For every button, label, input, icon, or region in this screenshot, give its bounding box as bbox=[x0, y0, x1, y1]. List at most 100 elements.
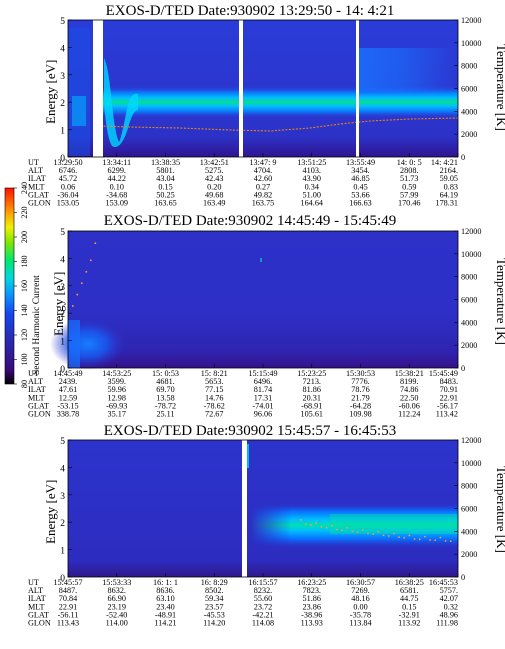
orbit-cell: -52.40 bbox=[106, 610, 127, 619]
orbit-cell: 153.05 bbox=[57, 199, 80, 208]
right-axis-tick-label: 12000 bbox=[461, 436, 481, 445]
orbit-cell: 53.66 bbox=[351, 190, 369, 199]
orbit-cell: -35.78 bbox=[350, 610, 371, 619]
panel-2-ylabel-right: Temperature [K] bbox=[494, 258, 505, 345]
panel-2-axes: 0 1 2 3 4 5 0 2000 4000 6000 8000 10000 12000 bbox=[60, 227, 481, 375]
left-axis-tick-label: 5 bbox=[60, 17, 65, 27]
orbit-cell: 0.00 bbox=[353, 602, 367, 611]
orbit-cell: 8632. bbox=[108, 586, 126, 595]
orbit-cell: 14:53:25 bbox=[102, 369, 131, 378]
temperature-dot bbox=[356, 531, 359, 533]
left-axis-tick-label: 0 bbox=[60, 365, 65, 375]
temperature-dot bbox=[85, 270, 88, 273]
orbit-cell: 5757. bbox=[440, 586, 458, 595]
orbit-cell: 15:23:25 bbox=[297, 369, 326, 378]
colorbar-tick-label: 200 bbox=[20, 231, 29, 243]
orbit-row-label: ILAT bbox=[28, 174, 46, 183]
orbit-cell: 49.82 bbox=[254, 190, 272, 199]
colorbar-tick-label: 80 bbox=[20, 380, 29, 388]
temperature-dot bbox=[450, 540, 452, 542]
panel-3-band-core bbox=[330, 514, 458, 534]
orbit-cell: 114.00 bbox=[106, 619, 128, 628]
panel-2-ylabel: Energy [eV] bbox=[51, 272, 66, 336]
orbit-cell: 4681. bbox=[156, 377, 174, 386]
left-axis-tick-label: 1 bbox=[60, 547, 65, 557]
left-axis-tick-label: 2 bbox=[60, 519, 65, 529]
orbit-cell: 96.06 bbox=[254, 410, 272, 419]
orbit-cell: 15:15:49 bbox=[248, 369, 277, 378]
orbit-cell: 163.75 bbox=[252, 199, 275, 208]
panel-1-ylabel-right: Temperature [K] bbox=[494, 44, 505, 131]
orbit-row-label: GLON bbox=[28, 619, 51, 628]
orbit-cell: 15: 8:21 bbox=[201, 369, 228, 378]
right-axis-tick-label: 4000 bbox=[461, 318, 477, 327]
orbit-cell: 12.59 bbox=[59, 393, 77, 402]
orbit-cell: 13:38:35 bbox=[151, 158, 180, 167]
orbit-cell: 0.34 bbox=[305, 182, 319, 191]
orbit-cell: 59.05 bbox=[440, 174, 458, 183]
orbit-cell: 114.08 bbox=[252, 619, 274, 628]
orbit-row-label: ALT bbox=[28, 377, 43, 386]
panel-1-axes: 0 1 2 3 4 5 0 2000 4000 6000 8000 10000 12000 bbox=[60, 16, 481, 164]
orbit-cell: 64.19 bbox=[440, 190, 458, 199]
orbit-cell: 113.93 bbox=[301, 619, 323, 628]
panel-1-upper-tail bbox=[358, 48, 458, 93]
orbit-cell: -56.11 bbox=[58, 610, 79, 619]
orbit-cell: 14: 4:21 bbox=[431, 158, 458, 167]
orbit-row-label: MLT bbox=[28, 393, 45, 402]
temperature-dot bbox=[336, 528, 338, 531]
orbit-cell: 12.98 bbox=[108, 393, 126, 402]
orbit-cell: 112.24 bbox=[398, 410, 420, 419]
left-axis-tick-label: 5 bbox=[60, 437, 65, 447]
right-axis-tick-label: 2000 bbox=[461, 130, 477, 139]
orbit-cell: 178.31 bbox=[435, 199, 458, 208]
temperature-dot bbox=[434, 539, 436, 542]
orbit-cell: 6496. bbox=[254, 377, 272, 386]
orbit-cell: 0.20 bbox=[207, 182, 221, 191]
orbit-cell: 7213. bbox=[303, 377, 321, 386]
temperature-dot bbox=[387, 535, 390, 537]
orbit-cell: 59.34 bbox=[205, 594, 223, 603]
temperature-dot bbox=[351, 530, 354, 533]
left-axis-tick-label: 5 bbox=[60, 228, 65, 238]
orbit-cell: 8483. bbox=[440, 377, 458, 386]
orbit-cell: 0.32 bbox=[444, 602, 458, 611]
panel-1: EXOS-D/TED Date:930902 13:29:50 - 14: 4:… bbox=[28, 3, 505, 208]
orbit-cell: 0.10 bbox=[110, 182, 124, 191]
right-axis-tick-label: 12000 bbox=[461, 16, 481, 25]
orbit-cell: 0.15 bbox=[402, 602, 416, 611]
orbit-cell: 16:23:25 bbox=[297, 578, 326, 587]
orbit-cell: -60.06 bbox=[399, 401, 420, 410]
temperature-dot bbox=[346, 527, 349, 529]
right-axis-tick-label: 0 bbox=[461, 573, 465, 582]
orbit-cell: -53.15 bbox=[57, 401, 78, 410]
orbit-cell: 70.91 bbox=[440, 385, 458, 394]
right-axis-tick-label: 2000 bbox=[461, 550, 477, 559]
orbit-cell: 0.83 bbox=[444, 182, 458, 191]
colorbar-tick-label: 220 bbox=[20, 206, 29, 218]
orbit-cell: 8199. bbox=[400, 377, 418, 386]
orbit-cell: 57.99 bbox=[400, 190, 418, 199]
orbit-cell: 4704. bbox=[254, 166, 272, 175]
temperature-dot bbox=[372, 533, 374, 535]
colorbar-tick-label: 180 bbox=[20, 255, 29, 267]
orbit-cell: 13:47: 9 bbox=[249, 158, 276, 167]
orbit-cell: 15:53:33 bbox=[102, 578, 131, 587]
left-axis-tick-label: 0 bbox=[60, 574, 65, 584]
orbit-cell: 0.59 bbox=[402, 182, 416, 191]
orbit-cell: 0.45 bbox=[353, 182, 367, 191]
orbit-cell: 3599. bbox=[108, 377, 126, 386]
panel-1-temperature-trace bbox=[99, 117, 459, 132]
orbit-cell: 20.31 bbox=[303, 393, 321, 402]
panel-2-orbit-table: UTALTILATMLTGLATGLON14:45:492439.47.6112… bbox=[28, 369, 458, 419]
orbit-row-label: GLAT bbox=[28, 190, 49, 199]
orbit-cell: 113.84 bbox=[349, 619, 371, 628]
orbit-cell: 13:55:49 bbox=[346, 158, 375, 167]
panel-1-title: EXOS-D/TED Date:930902 13:29:50 - 14: 4:… bbox=[106, 3, 395, 19]
left-axis-tick-label: 4 bbox=[60, 255, 65, 265]
orbit-cell: 81.74 bbox=[254, 385, 272, 394]
orbit-cell: 45.72 bbox=[59, 174, 77, 183]
orbit-cell: 5275. bbox=[205, 166, 223, 175]
temperature-dot bbox=[418, 538, 421, 541]
